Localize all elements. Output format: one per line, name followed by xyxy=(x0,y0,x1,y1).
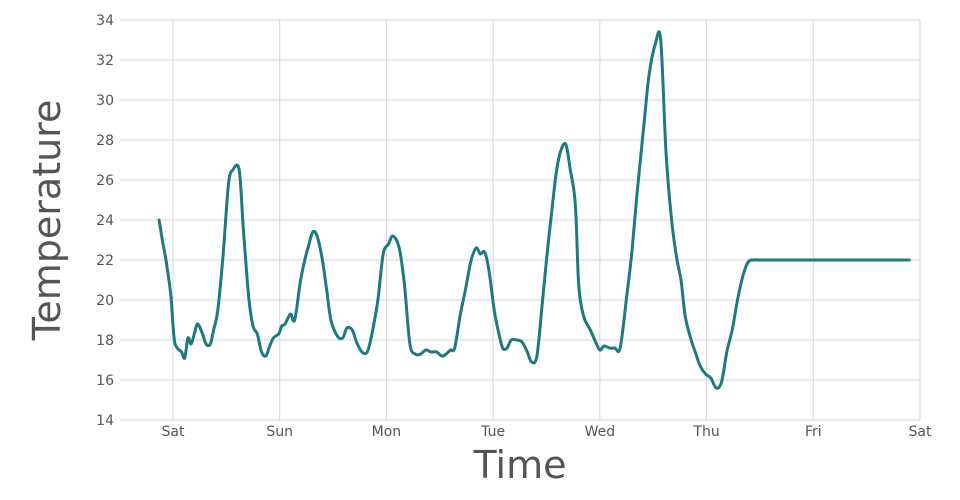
y-tick-label: 28 xyxy=(96,133,114,149)
x-tick-label: Wed xyxy=(585,424,616,440)
y-tick-label: 34 xyxy=(96,13,114,29)
ticks: 14 16 18 20 22 24 26 28 30 32 34 Sat Sun Mon Tue Wed Thu… xyxy=(96,13,932,440)
y-tick-label: 32 xyxy=(96,53,114,69)
x-tick-label: Mon xyxy=(372,424,402,440)
y-tick-label: 20 xyxy=(96,293,114,309)
x-axis-title: Time xyxy=(473,443,567,487)
x-tick-label: Sat xyxy=(909,424,932,440)
grid xyxy=(120,19,921,421)
y-tick-label: 26 xyxy=(96,173,114,189)
y-tick-label: 16 xyxy=(96,373,114,389)
y-tick-label: 30 xyxy=(96,93,114,109)
y-axis-title: Temperature xyxy=(25,100,69,342)
y-tick-label: 18 xyxy=(96,333,114,349)
y-tick-label: 24 xyxy=(96,213,114,229)
x-tick-label: Fri xyxy=(805,424,822,440)
series-layer xyxy=(157,30,911,390)
x-tick-label: Sat xyxy=(162,424,185,440)
x-tick-label: Thu xyxy=(692,424,719,440)
y-tick-label: 22 xyxy=(96,253,114,269)
y-tick-label: 14 xyxy=(96,413,114,429)
x-tick-label: Sun xyxy=(266,424,293,440)
temperature-series-line xyxy=(157,30,911,390)
x-tick-label: Tue xyxy=(480,424,505,440)
